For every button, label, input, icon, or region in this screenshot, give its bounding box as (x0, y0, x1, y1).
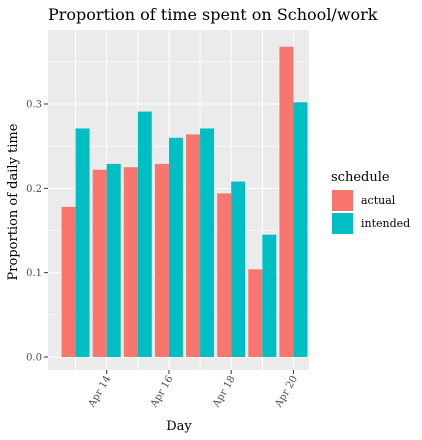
legend-swatch-actual (332, 190, 353, 211)
bar-intended (200, 128, 215, 357)
x-axis-title: Day (166, 419, 192, 434)
bar-intended (231, 181, 246, 357)
y-tick-label: 0.1 (26, 268, 42, 279)
bar-intended (262, 234, 277, 357)
legend: schedule actual intended (331, 170, 410, 234)
legend-title: schedule (331, 170, 390, 185)
y-tick-label: 0.3 (26, 100, 42, 111)
legend-label-actual: actual (361, 194, 396, 207)
bar-intended (137, 111, 152, 357)
bar-actual (123, 167, 138, 357)
bar-intended (293, 102, 308, 358)
bar-actual (92, 169, 107, 357)
bar-actual (154, 163, 169, 357)
bar-intended (75, 128, 90, 357)
y-tick-label: 0.0 (26, 353, 42, 364)
chart-title: Proportion of time spent on School/work (48, 5, 378, 24)
y-axis: 0.0 0.1 0.2 0.3 (26, 100, 48, 364)
bar-actual (217, 193, 232, 357)
x-tick-label: Apr 18 (211, 374, 238, 410)
x-tick-label: Apr 14 (86, 374, 113, 410)
bar-actual (61, 206, 76, 357)
legend-label-intended: intended (361, 217, 410, 230)
legend-swatch-intended (332, 213, 353, 234)
bar-actual (186, 134, 201, 357)
bar-actual (279, 46, 294, 358)
bar-actual (248, 269, 263, 357)
bar-intended (106, 163, 121, 357)
bar-intended (168, 137, 183, 357)
plot-panel (48, 30, 309, 370)
x-axis: Apr 14 Apr 16 Apr 18 Apr 20 (86, 370, 300, 410)
y-tick-label: 0.2 (26, 184, 42, 195)
y-axis-title: Proportion of daily time (6, 123, 21, 280)
x-tick-label: Apr 20 (273, 374, 300, 410)
x-tick-label: Apr 16 (148, 374, 175, 410)
